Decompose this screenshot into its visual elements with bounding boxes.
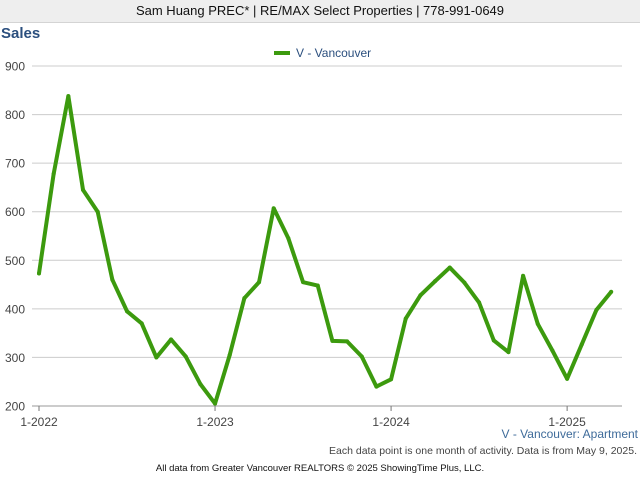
data-point <box>139 321 144 326</box>
data-point <box>389 377 394 382</box>
data-point <box>374 384 379 389</box>
data-point <box>37 271 41 276</box>
copyright-footer: All data from Greater Vancouver REALTORS… <box>155 463 485 474</box>
x-tick-label: 1-2022 <box>20 415 58 429</box>
data-point <box>66 94 71 99</box>
y-tick-label: 600 <box>5 205 25 219</box>
y-tick-label: 200 <box>5 400 25 414</box>
data-note: Each data point is one month of activity… <box>329 445 637 457</box>
data-point <box>609 289 614 294</box>
y-tick-label: 800 <box>5 108 25 122</box>
y-tick-label: 900 <box>5 60 25 74</box>
data-point <box>477 300 482 305</box>
data-point <box>169 337 174 342</box>
y-tick-label: 500 <box>5 254 25 268</box>
data-point <box>565 376 570 381</box>
legend-label: V - Vancouver <box>296 46 372 60</box>
data-point <box>81 187 86 192</box>
data-point <box>433 279 438 284</box>
data-point <box>359 354 364 359</box>
y-tick-label: 400 <box>5 302 25 316</box>
data-point <box>154 355 159 360</box>
y-tick-label: 700 <box>5 157 25 171</box>
data-point <box>227 353 232 357</box>
x-tick-label: 1-2023 <box>196 415 234 429</box>
data-point <box>462 280 467 285</box>
x-tick-label: 1-2024 <box>372 415 410 429</box>
data-point <box>491 338 496 343</box>
series-caption: V - Vancouver: Apartment <box>501 427 638 441</box>
data-point <box>403 316 408 321</box>
header-text: Sam Huang PREC* | RE/MAX Select Properti… <box>135 3 505 18</box>
data-point <box>257 280 262 285</box>
y-tick-label: 300 <box>5 351 25 365</box>
data-point <box>286 236 291 241</box>
data-point <box>301 280 306 285</box>
data-point <box>330 338 335 343</box>
data-point <box>213 401 218 406</box>
data-point <box>51 171 56 176</box>
data-point <box>198 382 203 387</box>
data-point <box>418 293 423 298</box>
data-point <box>315 283 320 288</box>
data-point <box>125 309 130 314</box>
data-point <box>95 209 100 214</box>
data-point <box>345 339 350 344</box>
data-point <box>271 206 276 211</box>
data-point <box>550 348 555 353</box>
data-point <box>110 277 115 282</box>
data-point <box>579 342 584 347</box>
sales-line-chart: 200 300 400 500 600 700 800 900 1-2022 1-2023 1-20… <box>5 60 622 429</box>
x-tick-label: 1-2025 <box>548 415 586 429</box>
data-point <box>594 307 599 312</box>
chart-legend[interactable]: V - Vancouver <box>274 45 371 61</box>
data-point <box>242 296 247 301</box>
data-point <box>521 273 526 278</box>
data-point <box>535 321 540 326</box>
legend-swatch <box>274 51 290 55</box>
data-point <box>506 350 511 355</box>
data-point <box>183 354 188 359</box>
page-header: Sam Huang PREC* | RE/MAX Select Properti… <box>0 0 640 23</box>
series-line <box>37 94 614 406</box>
data-point <box>447 265 452 270</box>
chart-title: Sales <box>1 25 41 42</box>
